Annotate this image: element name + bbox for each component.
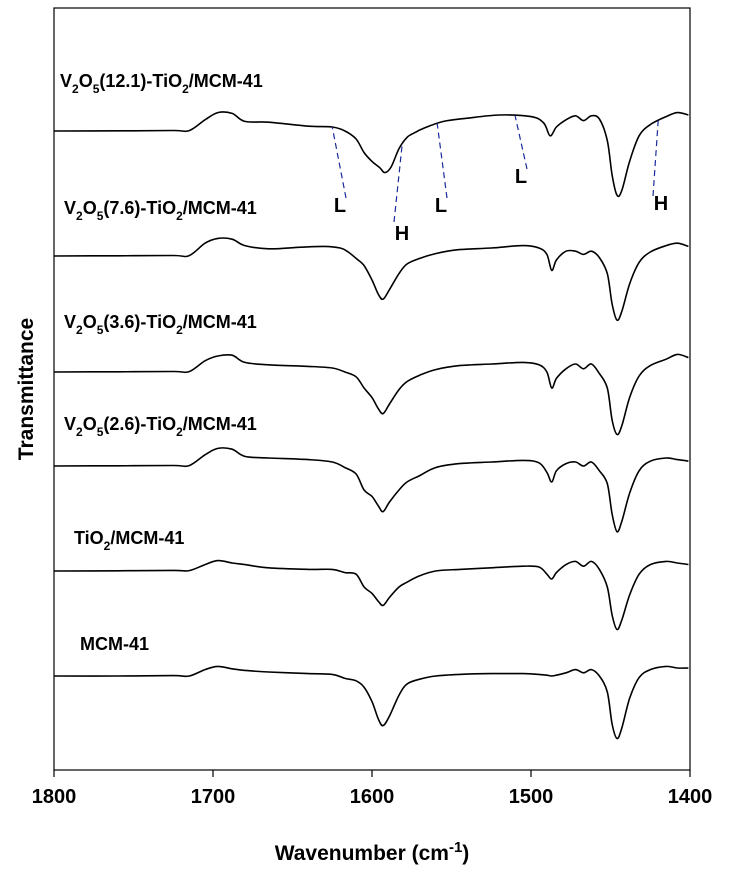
label-text: O bbox=[83, 414, 97, 434]
annotation-leader bbox=[652, 120, 659, 197]
annotation-leader bbox=[393, 144, 403, 223]
x-axis-title-main: Wavenumber (cm bbox=[275, 842, 449, 865]
subscript: 2 bbox=[76, 323, 83, 337]
subscript: 5 bbox=[97, 425, 104, 439]
subscript: 5 bbox=[97, 209, 104, 223]
label-text: /MCM-41 bbox=[189, 71, 263, 91]
annotation-leader bbox=[331, 126, 347, 199]
plot-area bbox=[53, 7, 691, 771]
label-text: (3.6)-TiO bbox=[103, 312, 176, 332]
series-label-3: V2O5(3.6)-TiO2/MCM-41 bbox=[64, 312, 257, 337]
label-text: V bbox=[60, 71, 72, 91]
series-labels: V2O5(12.1)-TiO2/MCM-41V2O5(7.6)-TiO2/MCM… bbox=[60, 71, 263, 654]
annotation-leader bbox=[436, 123, 448, 199]
series-line-1 bbox=[53, 111, 689, 198]
subscript: 5 bbox=[97, 323, 104, 337]
peak-annotations: L H L L H bbox=[331, 115, 668, 245]
label-text: /MCM-41 bbox=[183, 312, 257, 332]
series-label-2: V2O5(7.6)-TiO2/MCM-41 bbox=[64, 198, 257, 223]
series-label-1: V2O5(12.1)-TiO2/MCM-41 bbox=[60, 71, 263, 96]
series-label-6: MCM-41 bbox=[80, 634, 149, 654]
series-line-2 bbox=[53, 237, 689, 322]
label-text: V bbox=[64, 198, 76, 218]
series-line-6 bbox=[53, 665, 689, 740]
label-text: V bbox=[64, 414, 76, 434]
subscript: 2 bbox=[72, 82, 79, 96]
x-axis-title: Wavenumber (cm-1) bbox=[275, 839, 470, 865]
subscript: 2 bbox=[76, 209, 83, 223]
label-text: MCM-41 bbox=[80, 634, 149, 654]
label-text: O bbox=[83, 312, 97, 332]
label-text: /MCM-41 bbox=[183, 414, 257, 434]
annotation-label-h: H bbox=[654, 193, 668, 215]
series-line-3 bbox=[53, 353, 689, 436]
subscript: 2 bbox=[104, 539, 111, 553]
label-text: TiO bbox=[74, 528, 104, 548]
series-label-5: TiO2/MCM-41 bbox=[74, 528, 184, 553]
annotation-label-h: H bbox=[395, 223, 409, 245]
label-text: V bbox=[64, 312, 76, 332]
subscript: 2 bbox=[76, 425, 83, 439]
x-tick-label: 1500 bbox=[509, 786, 554, 808]
annotation-leader bbox=[514, 115, 528, 170]
annotation-label-l: L bbox=[334, 195, 346, 217]
series-line-4 bbox=[53, 447, 689, 533]
x-tick-label: 1800 bbox=[32, 786, 77, 808]
subscript: 2 bbox=[176, 425, 183, 439]
subscript: 2 bbox=[176, 323, 183, 337]
x-tick-label: 1400 bbox=[668, 786, 713, 808]
label-text: O bbox=[83, 198, 97, 218]
label-text: /MCM-41 bbox=[183, 198, 257, 218]
label-text: (12.1)-TiO bbox=[99, 71, 182, 91]
label-text: (2.6)-TiO bbox=[103, 414, 176, 434]
y-axis-title: Transmittance bbox=[15, 318, 38, 460]
series-label-4: V2O5(2.6)-TiO2/MCM-41 bbox=[64, 414, 257, 439]
subscript: 2 bbox=[176, 209, 183, 223]
label-text: (7.6)-TiO bbox=[103, 198, 176, 218]
series-line-5 bbox=[53, 559, 689, 631]
x-axis-title-superscript: -1 bbox=[449, 839, 462, 856]
x-axis: 1800 1700 1600 1500 1400 bbox=[32, 770, 713, 808]
subscript: 5 bbox=[93, 82, 100, 96]
x-tick-label: 1600 bbox=[350, 786, 395, 808]
plot-frame bbox=[53, 7, 691, 771]
annotation-label-l: L bbox=[515, 166, 527, 188]
x-axis-title-close: ) bbox=[462, 842, 469, 865]
subscript: 2 bbox=[182, 82, 189, 96]
label-text: O bbox=[79, 71, 93, 91]
x-tick-label: 1700 bbox=[191, 786, 236, 808]
annotation-label-l: L bbox=[435, 195, 447, 217]
series-group bbox=[53, 111, 689, 740]
label-text: /MCM-41 bbox=[110, 528, 184, 548]
